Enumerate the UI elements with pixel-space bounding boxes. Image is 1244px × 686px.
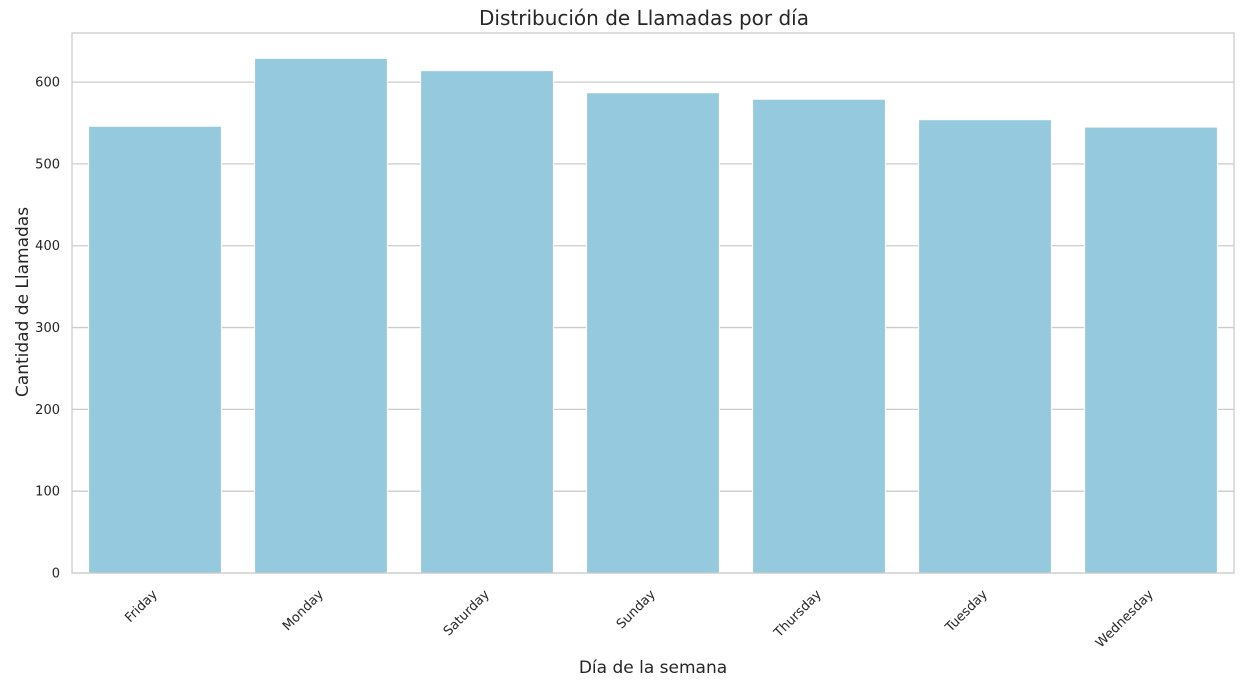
y-axis-ticks: 0 100 200 300 400 500 600	[35, 76, 60, 582]
bar-wednesday	[1084, 126, 1218, 574]
x-tick-label: Monday	[280, 587, 327, 634]
x-axis-ticks: Friday Monday Saturday Sunday Thursday Tuesda…	[122, 587, 1157, 651]
bar-sunday	[586, 92, 720, 574]
x-tick-label: Thursday	[771, 587, 825, 641]
y-tick-label: 0	[52, 567, 60, 582]
bar-saturday	[420, 70, 554, 574]
x-axis-label: Día de la semana	[579, 658, 727, 678]
bars	[88, 57, 1218, 574]
y-tick-label: 600	[35, 76, 60, 91]
x-tick-label: Friday	[122, 587, 161, 626]
y-tick-label: 400	[35, 239, 60, 254]
chart-title: Distribución de Llamadas por día	[479, 6, 809, 30]
bar-thursday	[752, 98, 886, 574]
plot-frame	[71, 32, 1235, 574]
x-tick-label: Wednesday	[1093, 587, 1157, 651]
y-tick-label: 300	[35, 321, 60, 336]
bar-friday	[88, 125, 222, 574]
x-tick-label: Tuesday	[942, 587, 991, 636]
y-tick-label: 200	[35, 403, 60, 418]
y-tick-label: 100	[35, 485, 60, 500]
y-tick-label: 500	[35, 157, 60, 172]
bar-monday	[254, 57, 388, 574]
bar-tuesday	[918, 119, 1052, 574]
x-tick-label: Sunday	[614, 587, 659, 632]
y-axis-label: Cantidad de Llamadas	[13, 207, 33, 397]
x-tick-label: Saturday	[441, 587, 493, 639]
